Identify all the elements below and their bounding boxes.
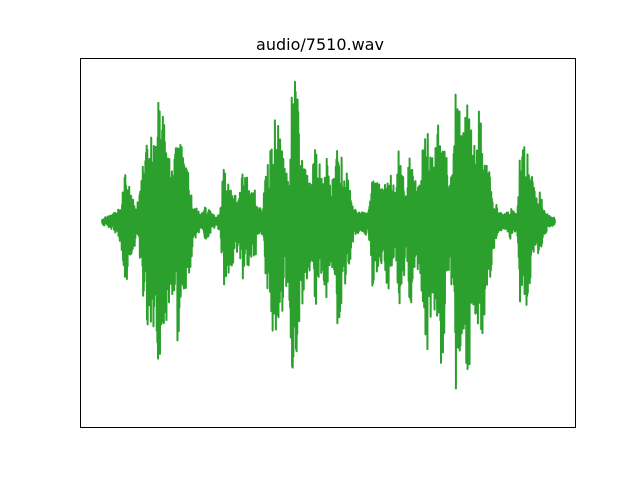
chart-title: audio/7510.wav xyxy=(256,35,384,54)
axes-frame xyxy=(80,58,576,428)
plot-area xyxy=(101,80,556,390)
waveform-line xyxy=(101,80,556,390)
